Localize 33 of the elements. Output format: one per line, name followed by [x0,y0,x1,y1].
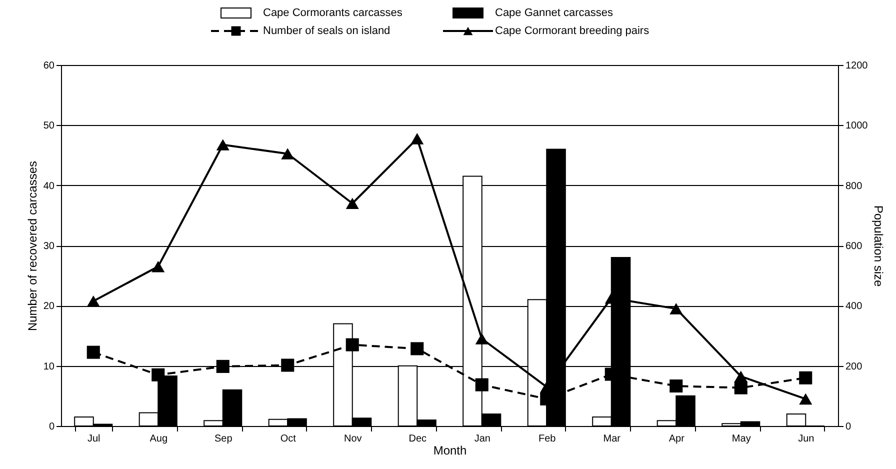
x-tick-label: Jan [474,434,490,444]
legend-label: Cape Cormorant breeding pairs [495,25,650,37]
y2-tick-label: 0 [846,422,852,432]
legend-label: Cape Gannet carcasses [495,7,614,19]
x-tick-label: Mar [603,434,622,444]
y-tick-label: 50 [43,120,55,132]
x-tick-label: Oct [280,434,296,444]
legend-label: Cape Cormorants carcasses [263,7,403,19]
x-axis-title: Month [433,444,467,458]
y2-tick-label: 400 [846,301,863,312]
y2-tick-label: 800 [846,180,863,192]
x-tick-label: Apr [668,434,686,444]
y2-tick-label: 200 [846,361,863,372]
y-axis-title: Number of recovered carcasses [25,160,40,332]
x-tick-label: Sep [214,434,233,444]
y-tick-label: 20 [43,301,55,312]
x-tick-label: Dec [408,434,427,444]
y2-tick-label: 1000 [846,120,868,132]
x-tick-label: Jun [798,434,814,444]
legend-label: Number of seals on island [263,25,390,37]
y2-tick-label: 1200 [846,60,868,72]
y2-tick-label: 600 [846,241,863,252]
y-tick-label: 60 [43,60,55,72]
y-tick-label: 0 [48,422,55,432]
x-tick-label: Jul [87,434,100,444]
x-tick-label: Aug [150,434,168,444]
y-tick-label: 30 [43,241,55,252]
x-tick-label: May [732,434,751,444]
x-tick-label: Nov [344,434,362,444]
x-tick-label: Feb [538,434,556,444]
y-tick-label: 40 [43,180,55,192]
y2-axis-title: Population size [872,205,886,288]
y-tick-label: 10 [43,361,55,372]
